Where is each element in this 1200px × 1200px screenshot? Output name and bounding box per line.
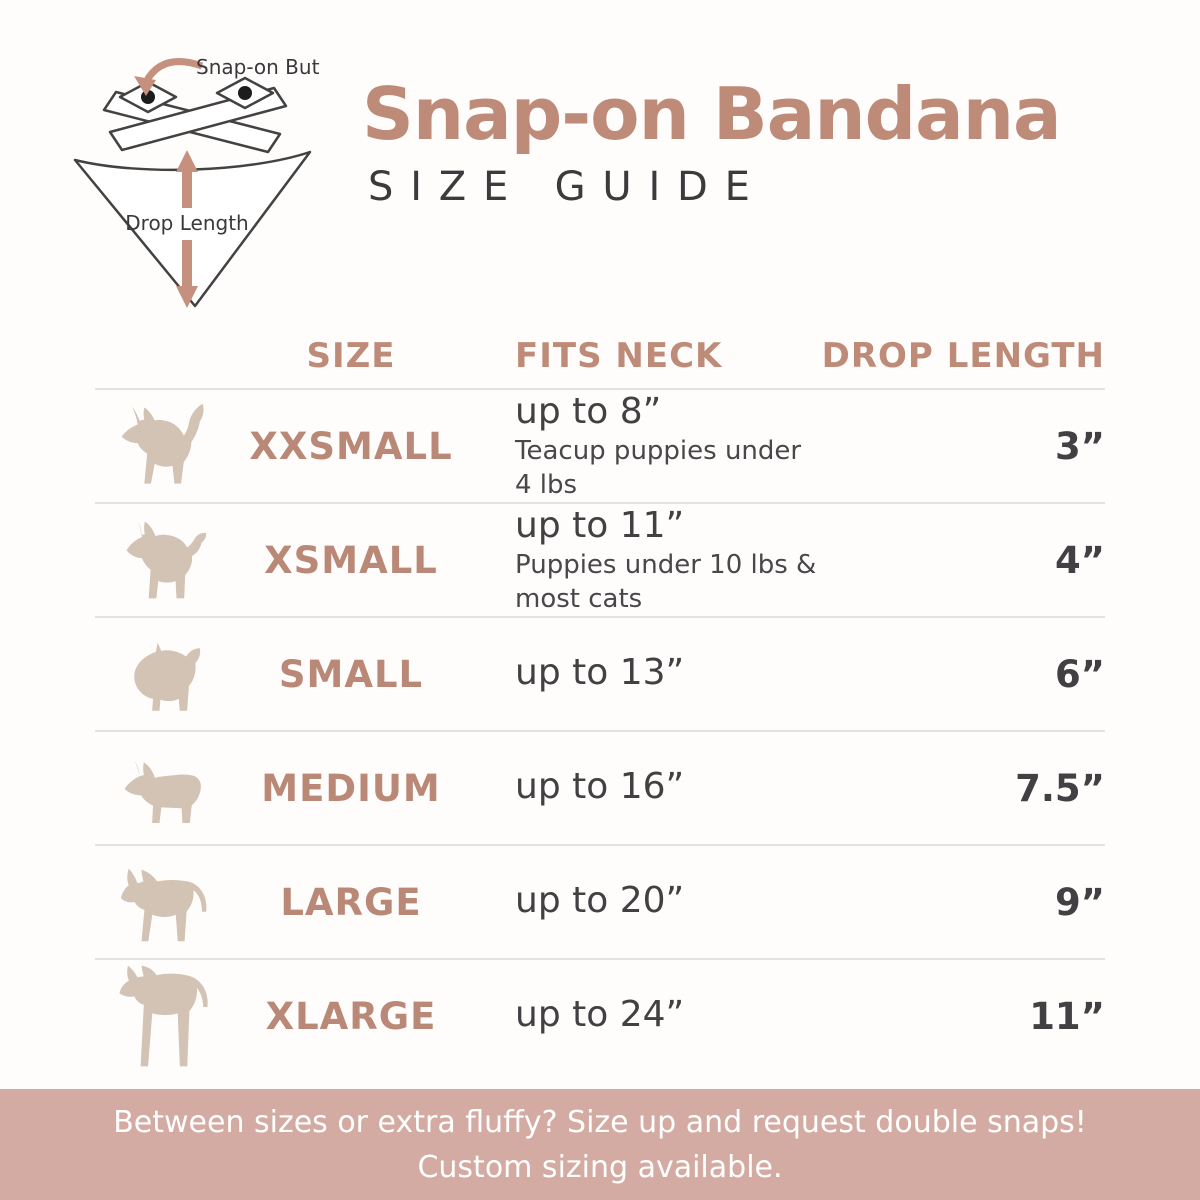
size-label: LARGE xyxy=(280,880,422,924)
table-header-row: SIZE FITS NECK DROP LENGTH xyxy=(95,324,1105,388)
drop-length-value: 4” xyxy=(1054,538,1105,582)
drop-length-value: 6” xyxy=(1054,652,1105,696)
curved-arrowhead-icon xyxy=(134,76,156,96)
table-row: XSMALL up to 11” Puppies under 10 lbs & … xyxy=(95,502,1105,616)
column-header-drop-length: DROP LENGTH xyxy=(821,336,1105,376)
size-label: XLARGE xyxy=(265,994,437,1038)
footer-banner: Between sizes or extra fluffy? Size up a… xyxy=(0,1089,1200,1200)
curved-arrow-icon xyxy=(142,58,204,84)
drop-length-value: 3” xyxy=(1054,424,1105,468)
pointer-icon xyxy=(116,850,214,954)
bandana-body-shape xyxy=(73,150,312,308)
bandana-diagram: Snap-on Buttons Drop Length xyxy=(70,48,363,313)
size-label: XSMALL xyxy=(264,538,438,582)
size-table-rows: XXSMALL up to 8” Teacup puppies under 4 … xyxy=(95,388,1105,1072)
fits-neck-note: Puppies under 10 lbs & most cats xyxy=(515,550,817,614)
drop-length-label: Drop Length xyxy=(125,211,248,235)
fits-neck-value: up to 24” xyxy=(515,994,685,1036)
banner-line-1: Between sizes or extra fluffy? Size up a… xyxy=(113,1104,1087,1140)
size-label: SMALL xyxy=(278,652,424,696)
size-label: MEDIUM xyxy=(261,766,441,810)
drop-arrow-shaft xyxy=(182,240,192,288)
drop-length-value: 9” xyxy=(1054,880,1105,924)
column-header-size: SIZE xyxy=(306,336,396,376)
pomeranian-icon xyxy=(113,628,217,720)
snap-button-right-icon xyxy=(238,86,252,100)
size-label: XXSMALL xyxy=(249,424,453,468)
drop-arrow-up-icon xyxy=(176,150,198,172)
snap-on-buttons-label: Snap-on Buttons xyxy=(196,55,320,79)
drop-length-value: 11” xyxy=(1029,994,1105,1038)
chihuahua-icon xyxy=(108,399,222,493)
table-row: MEDIUM up to 16” 7.5” xyxy=(95,730,1105,844)
fits-neck-value: up to 16” xyxy=(515,766,685,808)
size-table: SIZE FITS NECK DROP LENGTH XXSMALL up to… xyxy=(95,324,1105,1072)
drop-arrow-shaft xyxy=(182,170,192,208)
yorkie-icon xyxy=(113,512,217,608)
fits-neck-value: up to 13” xyxy=(515,652,685,694)
fits-neck-note: Teacup puppies under 4 lbs xyxy=(515,436,802,500)
drop-length-value: 7.5” xyxy=(1015,766,1105,810)
table-row: SMALL up to 13” 6” xyxy=(95,616,1105,730)
column-header-fits-neck: FITS NECK xyxy=(515,336,723,376)
drop-arrow-down-icon xyxy=(176,286,198,308)
table-row: XXSMALL up to 8” Teacup puppies under 4 … xyxy=(95,388,1105,502)
fits-neck-value: up to 11” xyxy=(515,505,685,546)
page-subtitle: SIZE GUIDE xyxy=(368,164,767,210)
great-dane-icon xyxy=(112,955,218,1077)
corgi-icon xyxy=(106,742,224,834)
fits-neck-value: up to 20” xyxy=(515,880,685,922)
page-title: Snap-on Bandana xyxy=(362,72,1062,156)
fits-neck-value: up to 8” xyxy=(515,391,662,432)
banner-line-2: Custom sizing available. xyxy=(417,1149,783,1185)
bandana-illustration: Snap-on Buttons Drop Length xyxy=(73,55,363,308)
table-row: LARGE up to 20” 9” xyxy=(95,844,1105,958)
table-row: XLARGE up to 24” 11” xyxy=(95,958,1105,1072)
